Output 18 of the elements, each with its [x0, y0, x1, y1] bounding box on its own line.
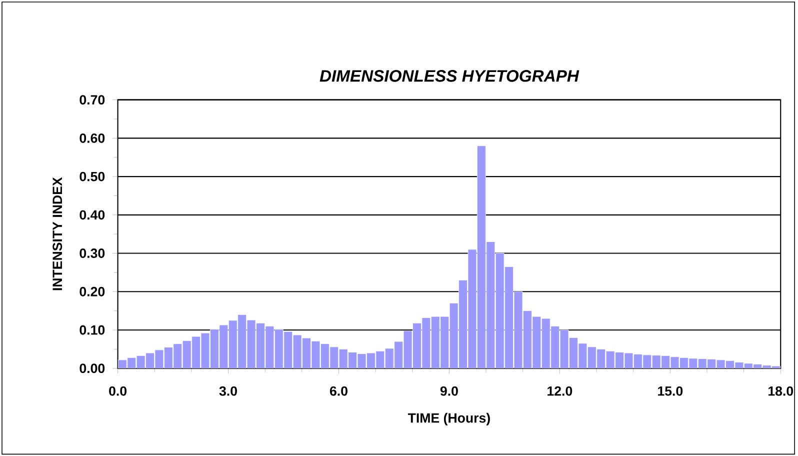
x-tick-label: 9.0 — [440, 386, 458, 396]
x-tick-label: 18.0 — [768, 386, 794, 396]
x-tick-label: 12.0 — [548, 386, 572, 396]
y-tick-label: 0.50 — [80, 172, 105, 182]
y-tick-label: 0.60 — [80, 133, 105, 143]
x-tick-label: 6.0 — [330, 386, 348, 396]
x-tick-label: 15.0 — [658, 386, 683, 396]
chart-title: DIMENSIONLESS HYETOGRAPH — [320, 70, 580, 82]
y-tick-label: 0.70 — [80, 95, 105, 104]
x-tick-label: 3.0 — [219, 386, 237, 396]
y-tick-label: 0.00 — [80, 364, 105, 373]
x-tick-label: 0.0 — [109, 386, 127, 396]
y-tick-label: 0.20 — [80, 286, 105, 296]
y-tick-label: 0.30 — [80, 248, 105, 258]
x-axis-title: TIME (Hours) — [408, 412, 490, 426]
y-tick-label: 0.10 — [80, 325, 105, 335]
y-axis-title: INTENSITY INDEX — [52, 177, 62, 290]
y-tick-label: 0.40 — [80, 210, 105, 220]
